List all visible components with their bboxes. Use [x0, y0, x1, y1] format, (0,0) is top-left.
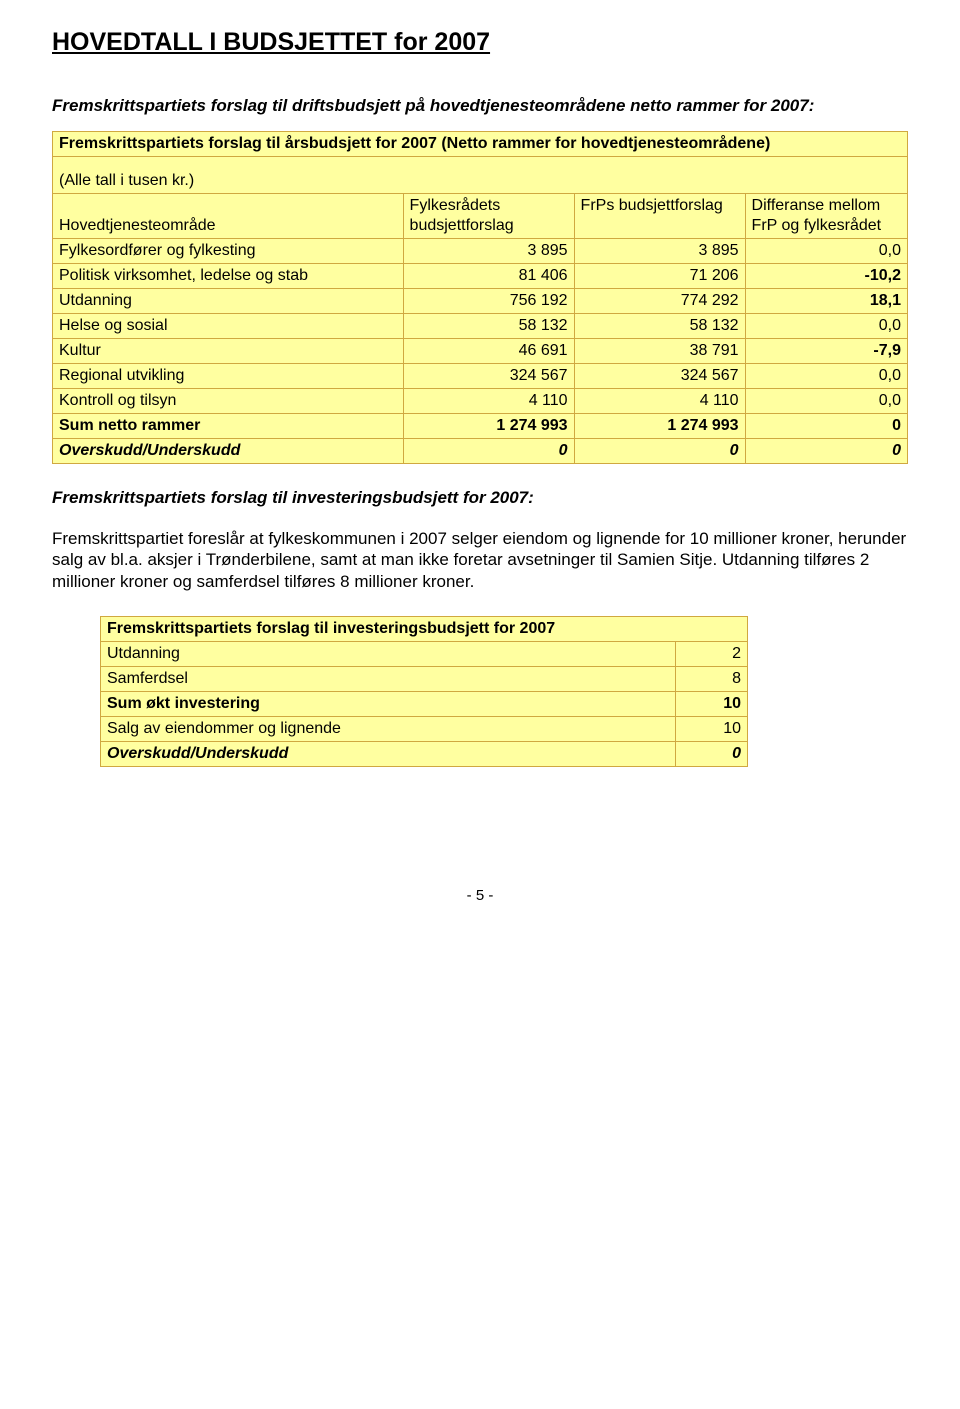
- table-row: Fylkesordfører og fylkesting 3 895 3 895…: [53, 239, 908, 264]
- intro-text: Fremskrittspartiets forslag til driftsbu…: [52, 95, 908, 117]
- table-row: Kultur 46 691 38 791 -7,9: [53, 339, 908, 364]
- table-row: Politisk virksomhet, ledelse og stab 81 …: [53, 264, 908, 289]
- table2-header: Fremskrittspartiets forslag til invester…: [101, 616, 748, 641]
- result-row: Overskudd/Underskudd 0 0 0: [53, 439, 908, 464]
- investment-paragraph: Fremskrittspartiet foreslår at fylkeskom…: [52, 528, 908, 592]
- col-header-frp: FrPs budsjettforslag: [574, 194, 745, 239]
- col-header-fylkesradet: Fylkesrådets budsjettforslag: [403, 194, 574, 239]
- col-header-diff: Differanse mellom FrP og fylkesrådet: [745, 194, 907, 239]
- page-number: - 5 -: [52, 887, 908, 904]
- table-row: Salg av eiendommer og lignende 10: [101, 716, 748, 741]
- sum-row: Sum netto rammer 1 274 993 1 274 993 0: [53, 414, 908, 439]
- investment-table: Fremskrittspartiets forslag til invester…: [100, 616, 748, 767]
- table-row: Kontroll og tilsyn 4 110 4 110 0,0: [53, 389, 908, 414]
- result-row: Overskudd/Underskudd 0: [101, 741, 748, 766]
- table-row: Utdanning 756 192 774 292 18,1: [53, 289, 908, 314]
- table-row: Helse og sosial 58 132 58 132 0,0: [53, 314, 908, 339]
- table1-header1: Fremskrittspartiets forslag til årsbudsj…: [53, 132, 908, 157]
- investment-heading: Fremskrittspartiets forslag til invester…: [52, 488, 908, 508]
- col-header-area: Hovedtjenesteområde: [53, 194, 404, 239]
- table1-header2: (Alle tall i tusen kr.): [53, 157, 908, 194]
- page-title: HOVEDTALL I BUDSJETTET for 2007: [52, 28, 908, 57]
- table-row: Utdanning 2: [101, 641, 748, 666]
- table-row: Samferdsel 8: [101, 666, 748, 691]
- sum-row: Sum økt investering 10: [101, 691, 748, 716]
- table-row: Regional utvikling 324 567 324 567 0,0: [53, 364, 908, 389]
- main-budget-table: Fremskrittspartiets forslag til årsbudsj…: [52, 131, 908, 464]
